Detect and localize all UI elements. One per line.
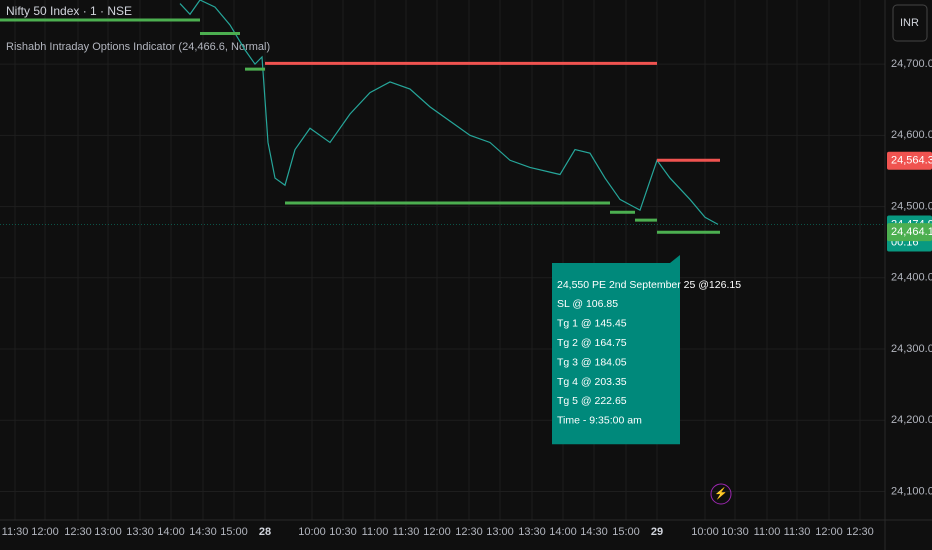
- y-tick-label: 24,500.00: [891, 200, 932, 212]
- x-tick-label: 13:00: [486, 526, 514, 538]
- price-tag-label: 24,564.35: [891, 155, 932, 167]
- signal-line: Tg 2 @ 164.75: [557, 337, 627, 349]
- y-tick-label: 24,100.00: [891, 485, 932, 497]
- y-tick-label: 24,600.00: [891, 129, 932, 141]
- x-tick-label: 14:30: [189, 526, 217, 538]
- x-tick-label: 12:00: [423, 526, 451, 538]
- x-tick-label: 13:30: [126, 526, 154, 538]
- x-tick-label: 12:30: [64, 526, 92, 538]
- x-tick-label: 12:00: [815, 526, 843, 538]
- signal-line: Tg 4 @ 203.35: [557, 376, 627, 388]
- price-tag-label: 24,464.15: [891, 226, 932, 238]
- signal-line: 24,550 PE 2nd September 25 @126.15: [557, 279, 741, 291]
- x-tick-label: 13:30: [518, 526, 546, 538]
- x-tick-label: 12:00: [31, 526, 59, 538]
- price-tag: [887, 151, 932, 170]
- x-tick-label: 11:00: [754, 526, 781, 538]
- x-tick-label: 12:30: [455, 526, 483, 538]
- x-tick-label: 14:00: [157, 526, 185, 538]
- x-tick-label: 14:30: [580, 526, 608, 538]
- x-tick-label: 10:00: [298, 526, 326, 538]
- price-tag: [887, 223, 932, 242]
- y-tick-label: 24,300.00: [891, 343, 932, 355]
- x-tick-label: 10:00: [691, 526, 719, 538]
- y-tick-label: 24,400.00: [891, 272, 932, 284]
- signal-line: Time - 9:35:00 am: [557, 415, 642, 427]
- signal-box: [552, 255, 680, 445]
- symbol: Nifty 50 Index · 1 · NSE: [6, 4, 132, 18]
- x-tick-label: 28: [259, 526, 271, 538]
- signal-line: Tg 1 @ 145.45: [557, 318, 627, 330]
- currency-button[interactable]: [892, 4, 928, 42]
- grid: [0, 0, 885, 520]
- currency: INR: [900, 17, 919, 29]
- x-tick-label: 13:00: [94, 526, 122, 538]
- x-tick-label: 11:30: [784, 526, 811, 538]
- price-line: [179, 0, 719, 225]
- event-icon[interactable]: [710, 483, 732, 505]
- x-tick-label: 11:30: [2, 526, 29, 538]
- y-tick-label: 24,200.00: [891, 414, 932, 426]
- x-tick-label: 11:00: [362, 526, 389, 538]
- x-tick-label: 14:00: [549, 526, 577, 538]
- x-tick-label: 10:30: [721, 526, 749, 538]
- x-tick-label: 29: [651, 526, 663, 538]
- indicator-label: Rishabh Intraday Options Indicator (24,4…: [6, 41, 270, 53]
- signal-line: Tg 3 @ 184.05: [557, 356, 627, 368]
- x-tick-label: 15:00: [220, 526, 248, 538]
- x-tick-label: 11:30: [393, 526, 420, 538]
- x-tick-label: 12:30: [846, 526, 874, 538]
- x-tick-label: 10:30: [329, 526, 357, 538]
- signal-line: SL @ 106.85: [557, 298, 618, 310]
- event-icon-glyph: ⚡: [714, 487, 728, 500]
- y-tick-label: 24,700.00: [891, 58, 932, 70]
- x-tick-label: 15:00: [612, 526, 640, 538]
- signal-line: Tg 5 @ 222.65: [557, 395, 627, 407]
